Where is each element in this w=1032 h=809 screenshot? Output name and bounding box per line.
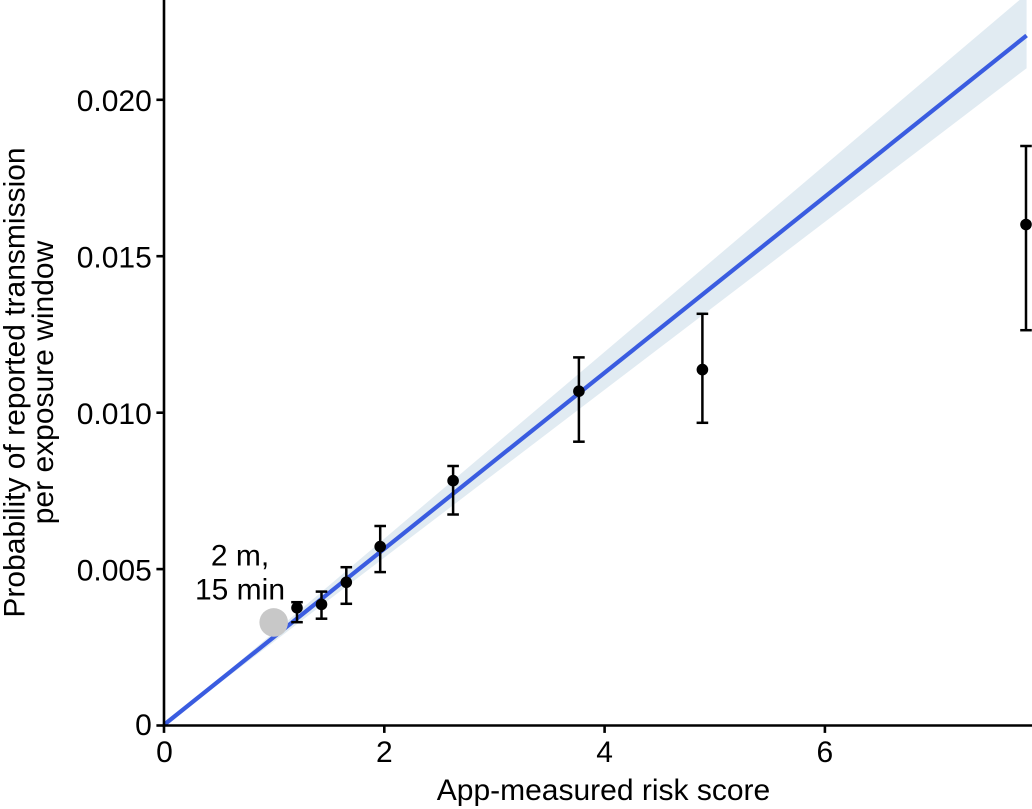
svg-text:0.015: 0.015	[77, 242, 152, 275]
svg-text:0.020: 0.020	[77, 85, 152, 118]
svg-text:0: 0	[156, 736, 173, 769]
svg-text:2 m,: 2 m,	[211, 540, 269, 573]
svg-text:0.005: 0.005	[77, 555, 152, 588]
svg-text:0: 0	[135, 709, 152, 742]
svg-text:App-measured risk score: App-measured risk score	[437, 774, 770, 807]
svg-text:0.010: 0.010	[77, 398, 152, 431]
svg-text:4: 4	[596, 736, 613, 769]
svg-text:15 min: 15 min	[195, 574, 285, 607]
svg-text:2: 2	[376, 736, 393, 769]
svg-text:6: 6	[817, 736, 834, 769]
